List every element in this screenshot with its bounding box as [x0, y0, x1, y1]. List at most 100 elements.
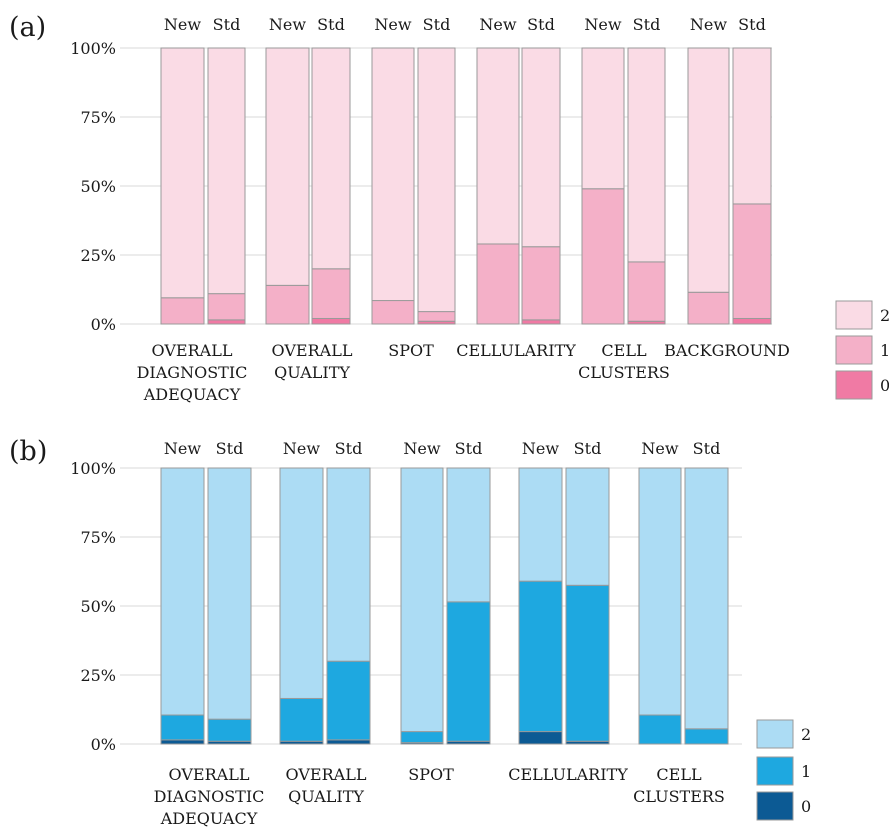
y-tick-label: 100% — [70, 39, 116, 58]
category-label: OVERALL — [152, 341, 233, 360]
bar-segment — [207, 293, 246, 321]
bar-segment — [687, 291, 730, 325]
subgroup-label: New — [374, 15, 411, 34]
bar-segment — [160, 467, 205, 716]
legend-label: 0 — [801, 797, 811, 816]
bar-segment — [326, 739, 371, 745]
category-label: CLUSTERS — [578, 363, 670, 382]
bar-segment — [446, 467, 491, 603]
subgroup-label: Std — [213, 15, 241, 34]
y-tick-label: 75% — [80, 528, 116, 547]
category-label: QUALITY — [274, 363, 350, 382]
bar-segment — [160, 47, 205, 299]
bar-segment — [521, 319, 561, 325]
y-tick-label: 100% — [70, 459, 116, 478]
subgroup-label: New — [690, 15, 727, 34]
bar-segment — [732, 203, 772, 319]
legend-swatch — [835, 335, 873, 365]
bar-segment — [417, 47, 456, 313]
bar-segment — [207, 718, 252, 742]
subgroup-label: New — [403, 439, 440, 458]
subgroup-label: Std — [455, 439, 483, 458]
y-tick-label: 0% — [91, 315, 116, 334]
bar-segment — [265, 47, 310, 286]
legend-label: 2 — [880, 306, 889, 325]
bar-segment — [521, 47, 561, 248]
bar-segment — [565, 467, 610, 586]
bar-segment — [371, 47, 415, 302]
category-label: SPOT — [388, 341, 434, 360]
bar-segment — [400, 467, 444, 733]
y-tick-label: 75% — [80, 108, 116, 127]
bar-segment — [207, 467, 252, 720]
bar-segment — [684, 467, 729, 730]
subgroup-label: Std — [423, 15, 451, 34]
bar-segment — [160, 714, 205, 741]
category-label: DIAGNOSTIC — [137, 363, 248, 382]
bar-segment — [684, 728, 729, 745]
bar-segment — [279, 467, 324, 699]
legend-swatch — [756, 756, 794, 786]
y-tick-label: 50% — [80, 597, 116, 616]
bar-segment — [207, 319, 246, 325]
category-label: ADEQUACY — [143, 385, 241, 404]
bar-segment — [581, 47, 625, 190]
bar-segment — [627, 47, 666, 263]
category-label: BACKGROUND — [664, 341, 790, 360]
bar-segment — [279, 697, 324, 742]
bar-segment — [565, 584, 610, 742]
bar-segment — [371, 300, 415, 325]
bar-segment — [476, 243, 520, 325]
y-tick-label: 25% — [80, 666, 116, 685]
bar-segment — [311, 47, 351, 270]
subgroup-label: Std — [527, 15, 555, 34]
bar-segment — [638, 467, 682, 716]
bar-segment — [326, 467, 371, 662]
bar-segment — [518, 731, 563, 745]
category-label: OVERALL — [169, 765, 250, 784]
subgroup-label: New — [164, 439, 201, 458]
bar-segment — [732, 47, 772, 205]
bar-segment — [160, 739, 205, 745]
legend-swatch — [835, 370, 873, 400]
subgroup-label: New — [164, 15, 201, 34]
subgroup-label: Std — [216, 439, 244, 458]
subgroup-label: Std — [574, 439, 602, 458]
bar-segment — [638, 714, 682, 745]
bar-segment — [521, 246, 561, 321]
bar-segment — [732, 317, 772, 325]
bar-segment — [417, 311, 456, 322]
subgroup-label: New — [522, 439, 559, 458]
category-label: ADEQUACY — [160, 809, 258, 828]
subgroup-label: New — [479, 15, 516, 34]
bar-segment — [311, 317, 351, 325]
bar-segment — [518, 467, 563, 582]
legend-swatch — [756, 719, 794, 749]
legend-label: 1 — [880, 341, 889, 360]
bar-segment — [311, 268, 351, 319]
panel-label: (b) — [9, 436, 47, 467]
subgroup-label: New — [584, 15, 621, 34]
category-label: CELL — [601, 341, 647, 360]
bar-segment — [265, 284, 310, 325]
category-label: SPOT — [408, 765, 454, 784]
bar-segment — [160, 297, 205, 325]
category-label: CELLULARITY — [508, 765, 628, 784]
subgroup-label: Std — [738, 15, 766, 34]
bar-segment — [207, 47, 246, 295]
bar-segment — [400, 731, 444, 744]
panel-label: (a) — [9, 12, 46, 43]
bar-segment — [581, 188, 625, 325]
subgroup-label: Std — [335, 439, 363, 458]
category-label: OVERALL — [286, 765, 367, 784]
y-tick-label: 0% — [91, 735, 116, 754]
legend-label: 2 — [801, 725, 811, 744]
bar-segment — [687, 47, 730, 293]
legend-label: 1 — [801, 762, 811, 781]
bar-segment — [446, 601, 491, 742]
subgroup-label: New — [283, 439, 320, 458]
legend-swatch — [835, 300, 873, 330]
legend-swatch — [756, 791, 794, 821]
